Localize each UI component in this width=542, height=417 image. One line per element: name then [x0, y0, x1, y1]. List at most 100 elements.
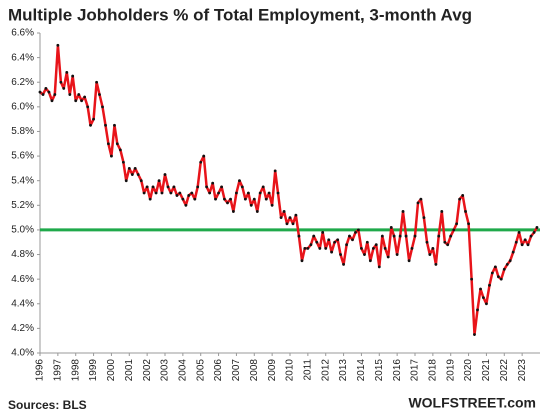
y-tick-label: 5.6%	[11, 151, 34, 162]
data-point	[476, 308, 479, 312]
data-point	[517, 230, 521, 234]
data-point	[279, 216, 283, 220]
y-tick-label: 5.8%	[11, 126, 34, 137]
x-tick-label: 2001	[124, 359, 135, 382]
data-point	[416, 201, 420, 205]
data-point	[136, 173, 140, 176]
data-point	[467, 222, 470, 226]
source: Sources: BLS	[8, 398, 87, 412]
data-point	[238, 179, 241, 183]
data-point	[273, 169, 277, 173]
data-point	[223, 197, 226, 201]
data-point	[458, 197, 462, 201]
data-point	[249, 203, 253, 207]
y-tick-label: 4.0%	[11, 348, 34, 359]
data-point	[214, 197, 217, 201]
data-point	[351, 238, 354, 242]
data-point	[106, 142, 110, 146]
data-point	[324, 246, 328, 250]
data-point	[318, 246, 322, 250]
data-point	[473, 333, 476, 336]
data-point	[300, 259, 304, 263]
data-point	[312, 234, 316, 238]
data-point	[187, 194, 191, 197]
data-point	[520, 243, 524, 247]
data-point	[363, 253, 366, 256]
data-point	[297, 234, 301, 238]
data-point	[196, 185, 200, 189]
series-line	[39, 44, 539, 336]
data-point	[65, 70, 69, 74]
data-point	[496, 275, 500, 279]
data-point	[452, 228, 456, 232]
x-tick-label: 2021	[481, 359, 492, 382]
y-tick-label: 4.4%	[11, 298, 34, 309]
x-tick-label: 2017	[410, 359, 421, 382]
data-point	[202, 154, 206, 158]
data-point	[490, 271, 494, 275]
data-point	[133, 166, 137, 170]
data-point	[130, 173, 134, 176]
x-tick-label: 2007	[231, 359, 242, 382]
data-point	[532, 230, 536, 234]
x-tick-label: 2015	[374, 359, 385, 382]
data-point	[205, 185, 209, 189]
data-point	[121, 160, 125, 164]
data-point	[315, 240, 319, 244]
data-point	[172, 185, 176, 189]
x-tick-label: 2020	[463, 359, 474, 382]
data-point	[38, 90, 42, 94]
data-point	[151, 185, 155, 189]
data-point	[404, 234, 408, 238]
x-tick-label: 1996	[35, 359, 46, 382]
data-point	[380, 234, 384, 238]
data-point	[208, 191, 212, 195]
data-point	[529, 234, 533, 238]
data-point	[157, 179, 161, 183]
data-point	[383, 246, 387, 250]
data-point	[220, 185, 224, 189]
data-point	[118, 148, 122, 152]
data-point	[83, 95, 87, 99]
data-point	[231, 210, 235, 213]
data-point	[434, 262, 438, 266]
data-point	[282, 210, 286, 213]
data-point	[258, 191, 262, 195]
data-point	[479, 287, 482, 291]
data-point	[178, 191, 182, 195]
data-point	[389, 226, 393, 229]
data-point	[62, 86, 66, 90]
data-point	[285, 222, 289, 226]
data-point	[455, 222, 459, 226]
data-point	[71, 74, 75, 78]
data-point	[115, 142, 119, 146]
data-point	[336, 238, 340, 242]
chart-title: Multiple Jobholders % of Total Employmen…	[8, 5, 472, 24]
data-point	[499, 277, 503, 281]
data-point	[413, 234, 417, 238]
data-point	[217, 191, 220, 195]
data-point	[95, 80, 99, 84]
y-tick-label: 5.2%	[11, 200, 34, 211]
data-point	[511, 250, 515, 254]
data-point	[68, 93, 72, 96]
data-point	[446, 243, 450, 247]
data-point	[190, 191, 194, 195]
data-point	[526, 243, 530, 247]
data-point	[252, 197, 256, 201]
data-point	[428, 253, 432, 256]
data-point	[493, 265, 497, 269]
data-point	[410, 246, 414, 250]
data-point	[261, 185, 265, 189]
x-tick-label: 2002	[142, 359, 153, 382]
data-point	[481, 296, 485, 300]
x-tick-label: 2003	[160, 359, 171, 382]
x-tick-label: 1997	[52, 359, 63, 382]
x-tick-label: 2022	[499, 359, 510, 382]
data-point	[235, 191, 238, 195]
data-point	[333, 240, 337, 244]
data-point	[74, 99, 78, 103]
data-point	[398, 234, 402, 238]
data-point	[502, 267, 506, 271]
